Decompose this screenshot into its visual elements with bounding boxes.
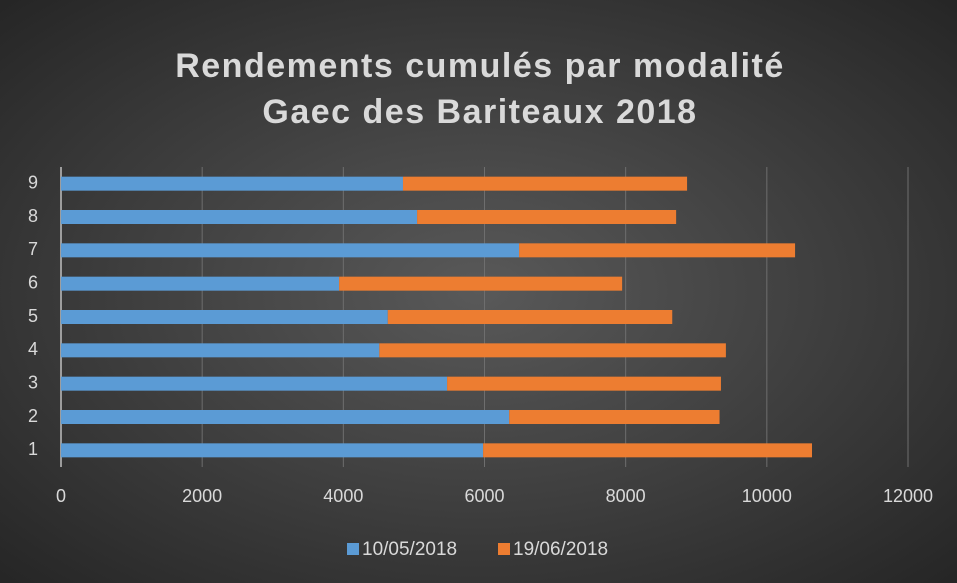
bar-segment: [483, 443, 813, 458]
x-tick-label: 6000: [464, 486, 504, 506]
y-tick-label: 7: [28, 239, 38, 259]
bar-segment: [402, 176, 688, 191]
bar-segment: [519, 243, 796, 258]
bar-segment: [61, 343, 380, 358]
y-tick-label: 2: [28, 406, 38, 426]
bar-segment: [61, 310, 388, 324]
y-tick-label: 1: [28, 439, 38, 459]
y-tick-label: 4: [28, 339, 38, 359]
bar-segment: [417, 210, 677, 224]
bar-segment: [339, 276, 623, 291]
y-tick-label: 3: [28, 372, 38, 392]
bar-segment: [61, 443, 484, 458]
bar-segment: [61, 276, 340, 291]
chart-subtitle: Gaec des Bariteaux 2018: [262, 93, 697, 131]
x-tick-label: 4000: [323, 486, 363, 506]
legend-swatch: [347, 543, 359, 555]
bar-segment: [61, 176, 403, 191]
chart-title: Rendements cumulés par modalité: [175, 47, 785, 85]
y-tick-label: 6: [28, 272, 38, 292]
legend-label: 19/06/2018: [513, 539, 608, 560]
bar-segment: [509, 410, 720, 424]
bar-segment: [61, 410, 510, 424]
bar-segment: [447, 376, 721, 391]
x-tick-label: 2000: [182, 486, 222, 506]
legend-label: 10/05/2018: [362, 539, 457, 560]
x-tick-label: 0: [56, 486, 66, 506]
bar-segment: [61, 243, 520, 258]
bar-segment: [61, 376, 448, 391]
y-tick-label: 8: [28, 206, 38, 226]
y-tick-label: 9: [28, 172, 38, 192]
x-tick-label: 12000: [883, 486, 933, 506]
x-tick-label: 8000: [606, 486, 646, 506]
bar-segment: [61, 210, 418, 224]
legend-swatch: [498, 543, 510, 555]
bar-segment: [379, 343, 726, 358]
x-tick-label: 10000: [742, 486, 792, 506]
y-tick-label: 5: [28, 306, 38, 326]
bar-segment: [387, 310, 673, 324]
